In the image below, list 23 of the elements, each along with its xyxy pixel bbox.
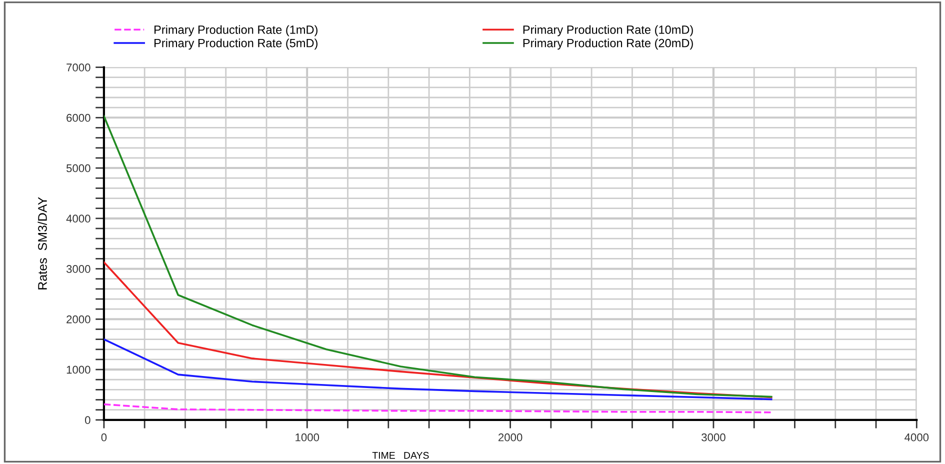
- x-tick-label: 0: [101, 433, 107, 442]
- y-tick-label: 3000: [66, 265, 90, 273]
- x-tick-label: 3000: [702, 433, 726, 442]
- y-axis-title: Rates SM3/DAY: [38, 197, 47, 290]
- y-tick-label: 4000: [66, 214, 90, 223]
- y-tick-label: 2000: [66, 315, 90, 324]
- legend-label: Primary Production Rate (20mD): [523, 38, 693, 50]
- line-series: [104, 261, 772, 398]
- line-series: [104, 115, 772, 398]
- x-tick-label: 1000: [296, 433, 320, 442]
- legend-label: Primary Production Rate (10mD): [523, 25, 693, 36]
- y-tick-label: 0: [85, 416, 90, 424]
- x-tick-label: 4000: [904, 433, 929, 442]
- y-tick-label: 7000: [66, 64, 90, 72]
- legend-label: Primary Production Rate (1mD): [154, 25, 318, 36]
- y-tick-label: 6000: [66, 114, 90, 122]
- y-tick-label: 5000: [66, 164, 90, 172]
- y-tick-label: 1000: [66, 366, 90, 374]
- line-series: [104, 338, 772, 400]
- line-series: [104, 403, 772, 414]
- legend-label: Primary Production Rate (5mD): [154, 38, 318, 50]
- x-tick-label: 2000: [498, 433, 522, 442]
- x-axis-title: TIME DAYS: [372, 452, 429, 459]
